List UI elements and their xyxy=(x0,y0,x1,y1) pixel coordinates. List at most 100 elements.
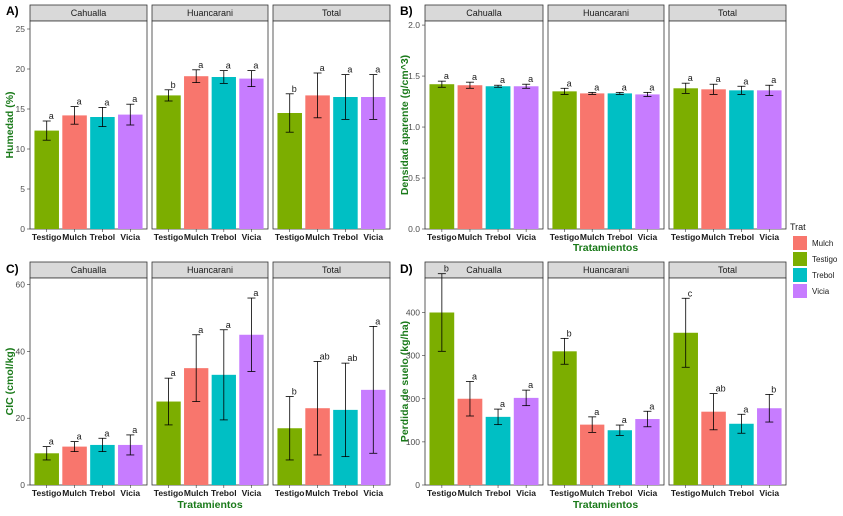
y-tick-label: 1.5 xyxy=(408,71,420,81)
bar-mulch xyxy=(62,115,87,229)
bar-mulch xyxy=(701,89,726,230)
facet-panel-0: Cahualla a Testigo a Mulch a Trebol a Vicia xyxy=(29,261,148,498)
y-tick-label: 40 xyxy=(16,346,26,356)
significance-label: a xyxy=(594,82,599,92)
y-tick-label: 300 xyxy=(406,351,420,361)
bar-mulch xyxy=(62,446,87,485)
significance-label: a xyxy=(375,65,380,75)
x-tick-label: Mulch xyxy=(184,232,209,242)
significance-label: a xyxy=(171,368,176,378)
bar-trebol xyxy=(485,416,511,485)
bar-vicia xyxy=(635,419,660,485)
significance-label: a xyxy=(375,316,380,326)
significance-label: a xyxy=(49,111,54,121)
bar-vicia xyxy=(513,86,539,229)
x-tick-label: Trebol xyxy=(90,232,116,242)
bar-vicia xyxy=(757,90,782,229)
y-tick-label: 200 xyxy=(406,394,420,404)
bar-trebol xyxy=(729,423,754,485)
significance-label: b xyxy=(567,328,572,338)
x-tick-label: Mulch xyxy=(580,488,605,498)
facet-panel-0: Cahualla a Testigo a Mulch a Trebol a Vicia xyxy=(29,4,148,242)
x-tick-label: Vicia xyxy=(363,232,383,242)
y-tick-label: 5 xyxy=(20,184,25,194)
significance-label: a xyxy=(104,428,109,438)
significance-label: b xyxy=(171,80,176,90)
legend-label: Testigo xyxy=(812,255,838,264)
y-tick-label: 20 xyxy=(16,64,26,74)
x-tick-label: Testigo xyxy=(671,232,701,242)
x-tick-label: Trebol xyxy=(333,488,359,498)
significance-label: a xyxy=(688,73,693,83)
plot-1: B) Densidad aparente (g/cm^3) 0.0 0.5 1.0 1.5… xyxy=(399,4,787,254)
significance-label: b xyxy=(292,84,297,94)
x-tick-label: Vicia xyxy=(242,232,262,242)
legend-key-testigo xyxy=(793,252,807,266)
x-tick-label: Vicia xyxy=(638,232,658,242)
y-tick-label: 10 xyxy=(16,144,26,154)
y-tick-label: 400 xyxy=(406,308,420,318)
legend-label: Trebol xyxy=(812,271,835,280)
facet-strip-label: Huancarani xyxy=(583,265,629,275)
facet-strip-label: Total xyxy=(322,265,341,275)
x-tick-label: Mulch xyxy=(305,488,330,498)
x-tick-label: Trebol xyxy=(729,488,755,498)
x-tick-label: Trebol xyxy=(90,488,116,498)
facet-strip-label: Cahualla xyxy=(71,8,107,18)
bar-testigo xyxy=(156,95,181,230)
y-tick-label: 1.0 xyxy=(408,122,420,132)
bar-mulch xyxy=(580,93,605,230)
y-tick-label: 0 xyxy=(20,480,25,490)
x-tick-label: Mulch xyxy=(458,488,483,498)
x-tick-label: Trebol xyxy=(485,488,511,498)
bar-testigo xyxy=(552,351,577,485)
x-tick-label: Vicia xyxy=(516,232,536,242)
x-tick-label: Mulch xyxy=(580,232,605,242)
y-tick-label: 0 xyxy=(20,224,25,234)
x-tick-label: Testigo xyxy=(275,232,305,242)
x-tick-label: Trebol xyxy=(729,232,755,242)
x-tick-label: Testigo xyxy=(154,232,184,242)
significance-label: a xyxy=(743,404,748,414)
significance-label: a xyxy=(472,372,477,382)
x-tick-label: Vicia xyxy=(759,232,779,242)
y-tick-label: 15 xyxy=(16,104,26,114)
y-axis-title: Humedad (%) xyxy=(4,91,16,158)
x-tick-label: Mulch xyxy=(62,232,87,242)
y-tick-label: 60 xyxy=(16,280,26,290)
bar-testigo xyxy=(429,84,455,229)
y-tick-label: 20 xyxy=(16,413,26,423)
bar-vicia xyxy=(118,114,143,229)
facet-strip-label: Cahualla xyxy=(71,265,107,275)
plot-3: D) Perdida de suelo (kg/ha) 0 100 200 300 400 C… xyxy=(399,261,787,511)
x-axis-title: Tratamientos xyxy=(573,499,639,511)
significance-label: a xyxy=(253,288,258,298)
facet-panel-1: Huancarani a Testigo a Mulch a Trebol a Vicia xyxy=(547,4,665,242)
bar-trebol xyxy=(211,77,236,229)
legend-title: Trat xyxy=(790,222,806,232)
facet-panel-1: Huancarani a Testigo a Mulch a Trebol a Vicia xyxy=(151,261,269,498)
x-tick-label: Vicia xyxy=(759,488,779,498)
facet-panel-2: Total b Testigo a Mulch a Trebol a Vicia xyxy=(272,4,391,242)
bar-testigo xyxy=(34,130,59,229)
facet-panel-2: Total c Testigo ab Mulch a Trebol b Vicia xyxy=(668,261,787,498)
x-tick-label: Vicia xyxy=(363,488,383,498)
legend-key-vicia xyxy=(793,284,807,298)
y-axis-title: Perdida de suelo (kg/ha) xyxy=(399,321,411,442)
x-tick-label: Testigo xyxy=(427,488,457,498)
significance-label: a xyxy=(226,320,231,330)
legend: Trat Mulch Testigo Trebol Vicia xyxy=(790,222,838,298)
significance-label: a xyxy=(500,399,505,409)
bar-testigo xyxy=(673,88,698,229)
y-axis-title: Densidad aparente (g/cm^3) xyxy=(399,55,411,195)
x-tick-label: Testigo xyxy=(550,488,580,498)
facet-panel-0: Cahualla a Testigo a Mulch a Trebol a Vicia xyxy=(424,4,544,242)
significance-label: a xyxy=(622,415,627,425)
y-axis-title: CIC (cmol/kg) xyxy=(4,348,16,416)
significance-label: c xyxy=(688,288,693,298)
x-tick-label: Trebol xyxy=(607,488,633,498)
significance-label: ab xyxy=(320,351,330,361)
x-tick-label: Mulch xyxy=(62,488,87,498)
bar-trebol xyxy=(485,86,511,229)
